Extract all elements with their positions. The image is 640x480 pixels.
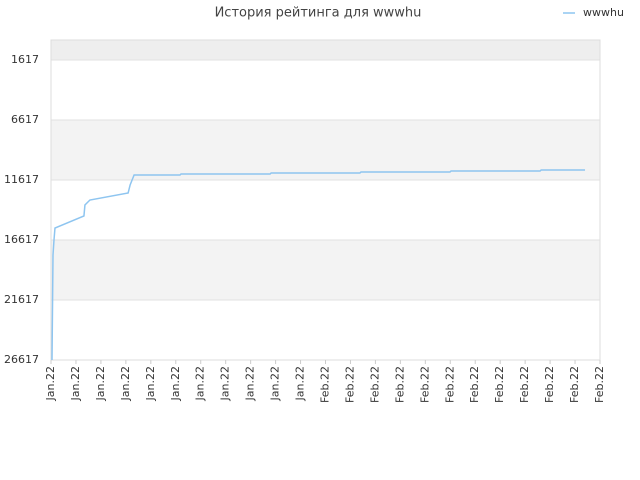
x-tick-label: Feb.22: [493, 366, 506, 403]
chart-title: История рейтинга для wwwhu: [215, 6, 422, 21]
x-tick-label: Feb.22: [319, 366, 332, 403]
x-tick-label: Jan.22: [294, 366, 307, 401]
x-tick-label: Jan.22: [94, 366, 107, 401]
y-tick-label: 21617: [4, 293, 39, 306]
x-tick-label: Jan.22: [219, 366, 232, 401]
y-tick-label: 26617: [4, 353, 39, 366]
x-tick-label: Feb.22: [568, 366, 581, 403]
x-tick-label: Feb.22: [343, 366, 356, 403]
x-tick-label: Feb.22: [543, 366, 556, 403]
x-tick-label: Feb.22: [593, 366, 606, 403]
plot-frame: [50, 39, 601, 361]
x-tick-label: Feb.22: [443, 366, 456, 403]
x-tick-label: Jan.22: [169, 366, 182, 401]
x-tick-label: Jan.22: [244, 366, 257, 401]
x-tick-label: Jan.22: [194, 366, 207, 401]
x-tick-label: Jan.22: [144, 366, 157, 401]
x-tick-label: Feb.22: [518, 366, 531, 403]
x-tick-label: Feb.22: [393, 366, 406, 403]
band: [51, 240, 600, 301]
series-line: [51, 169, 586, 361]
legend-label: wwwhu: [583, 6, 624, 19]
x-tick-label: Jan.22: [44, 366, 57, 401]
y-tick-label: 16617: [4, 233, 39, 246]
y-tick-label: 11617: [4, 173, 39, 186]
x-tick-label: Feb.22: [418, 366, 431, 403]
x-tick-label: Jan.22: [119, 366, 132, 401]
band: [51, 120, 600, 181]
y-tick-label: 6617: [11, 113, 39, 126]
y-tick-label: 1617: [11, 53, 39, 66]
x-tick-label: Feb.22: [468, 366, 481, 403]
x-tick-label: Jan.22: [69, 366, 82, 401]
x-tick-label: Feb.22: [368, 366, 381, 403]
x-tick-label: Jan.22: [269, 366, 282, 401]
band: [51, 40, 600, 61]
